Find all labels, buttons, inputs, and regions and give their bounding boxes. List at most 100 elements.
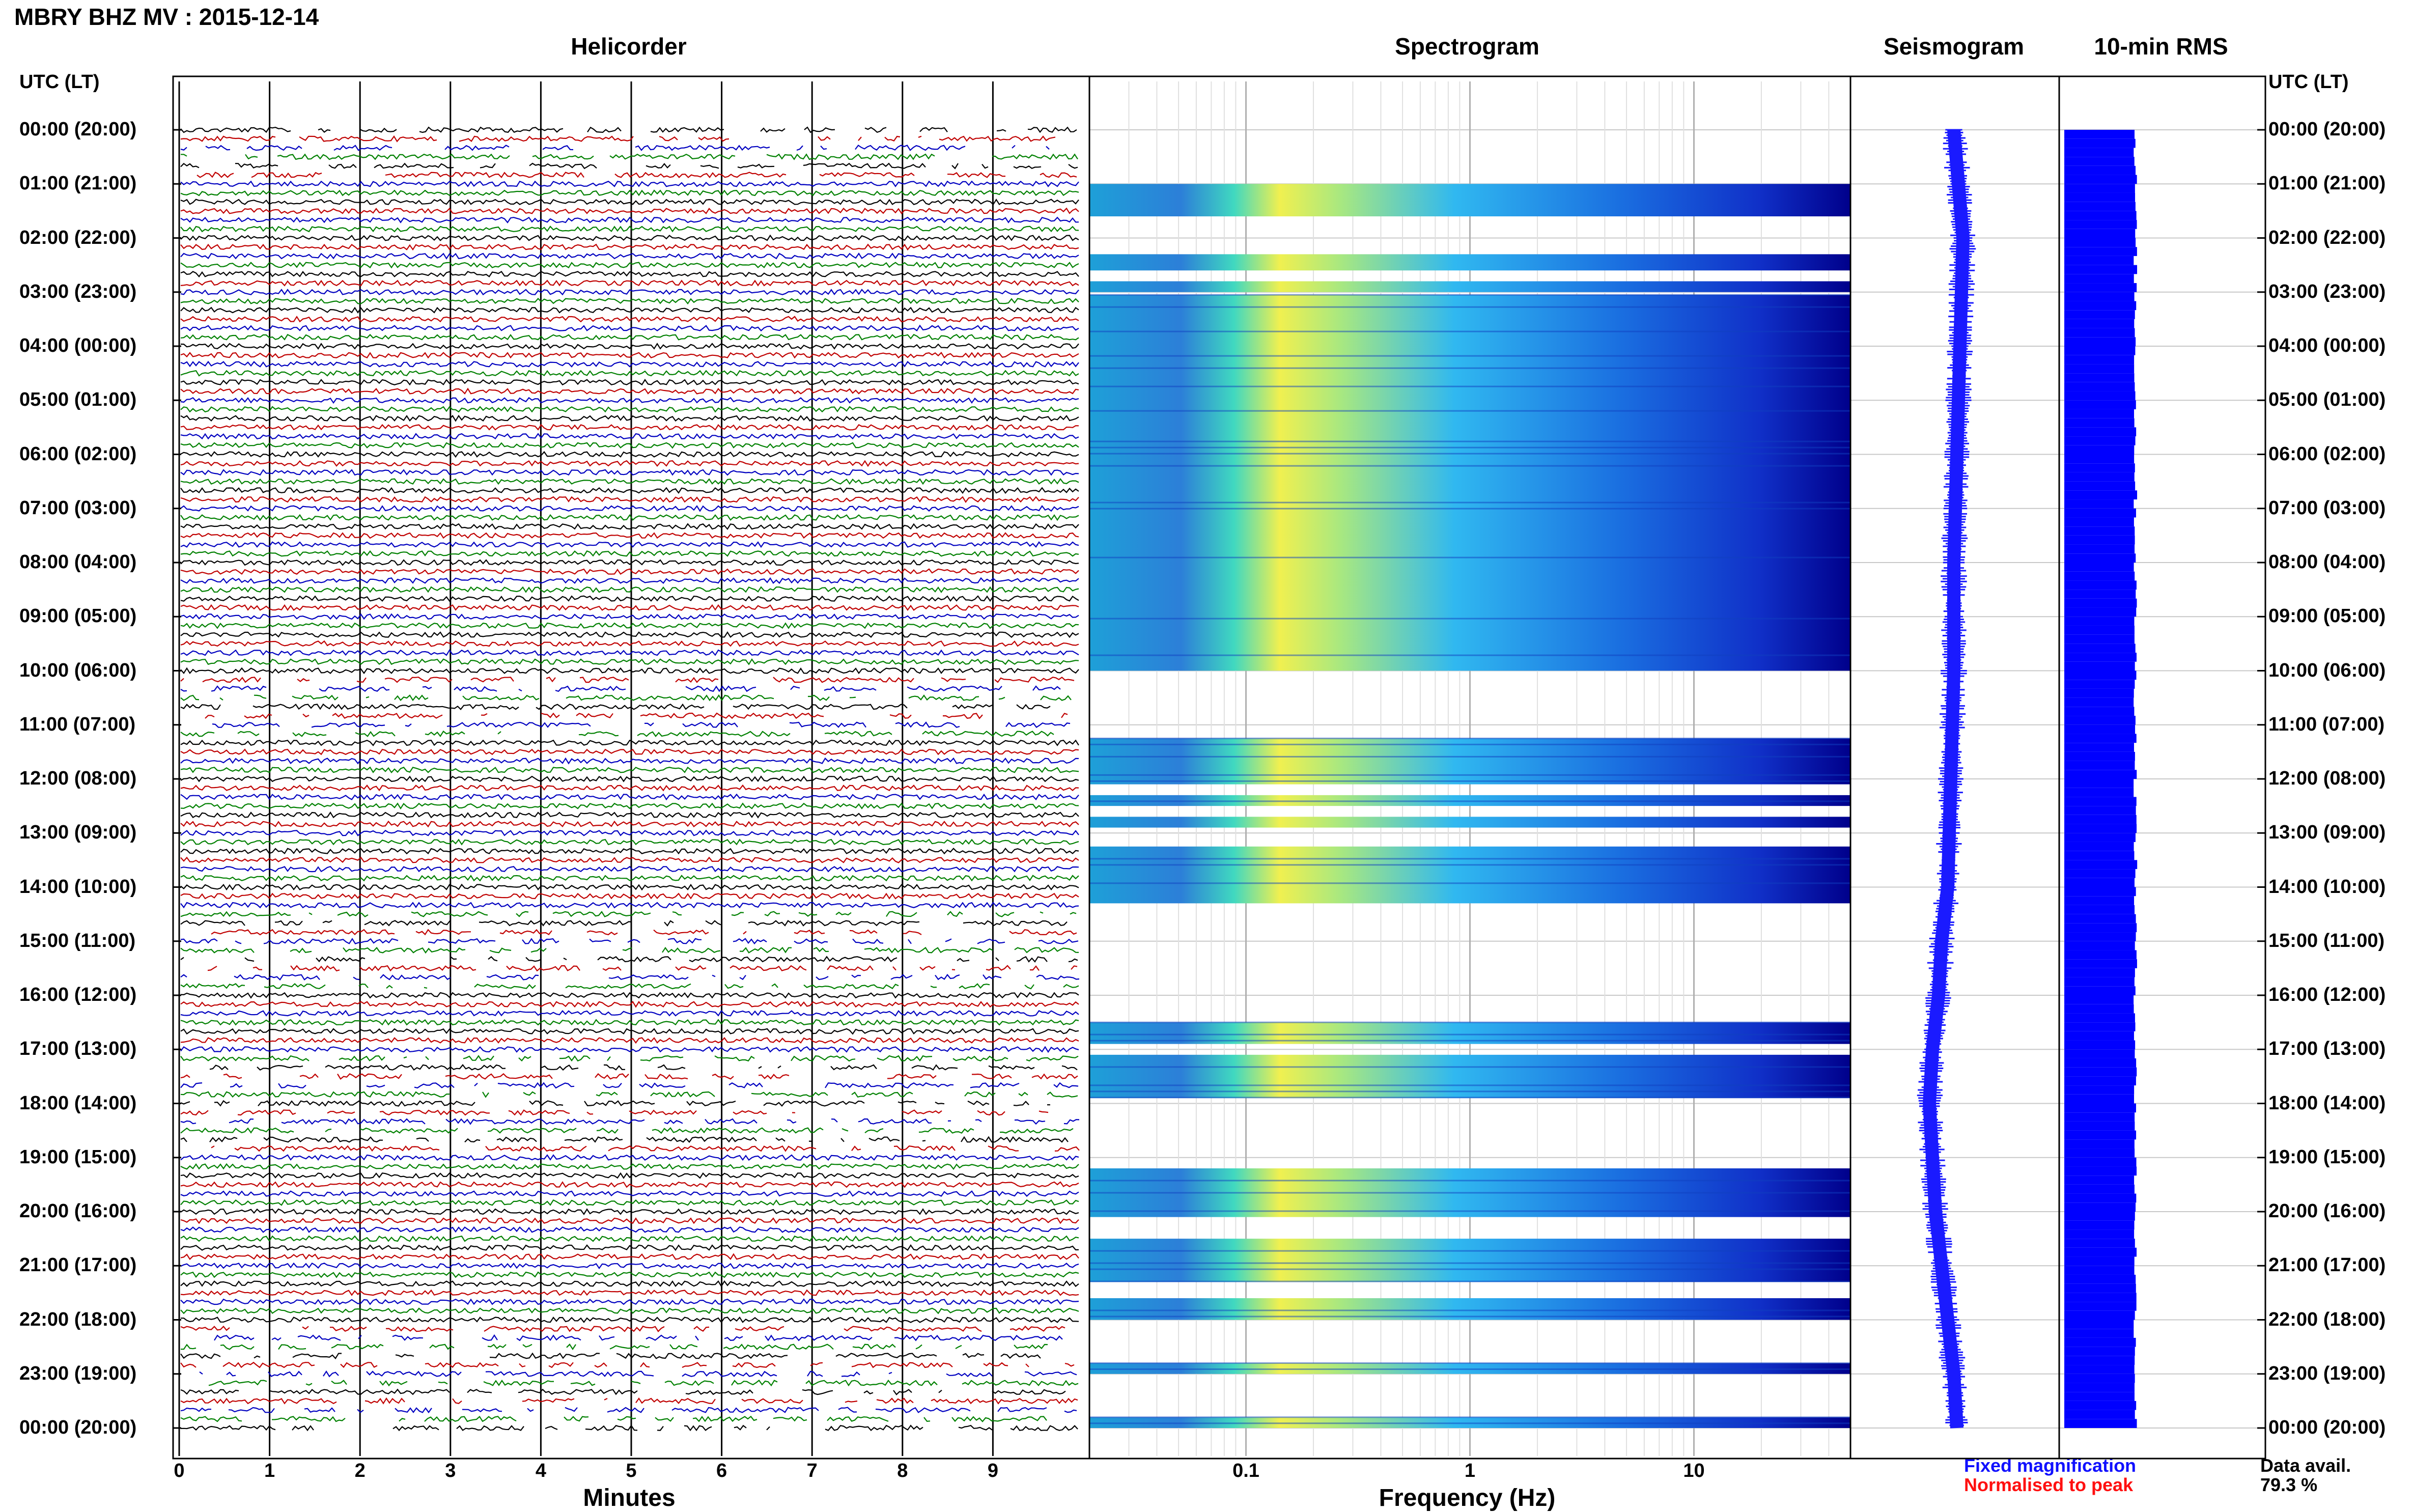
helicorder-trace — [180, 451, 1079, 458]
helicorder-trace — [180, 343, 1079, 350]
rms-bar — [2064, 914, 2136, 923]
helicorder-trace — [180, 180, 1079, 187]
data-avail-label: Data avail. — [2260, 1455, 2351, 1476]
time-label-right: 05:00 (01:00) — [2268, 389, 2386, 411]
time-label-right: 23:00 (19:00) — [2268, 1362, 2386, 1384]
rms-bar — [2064, 382, 2135, 391]
time-label-right: 08:00 (04:00) — [2268, 551, 2386, 573]
helicorder-trace — [180, 487, 1079, 494]
rms-bar — [2064, 292, 2135, 301]
helicorder-trace — [205, 712, 1068, 719]
helicorder-trace — [180, 1307, 1079, 1314]
time-label-left: 21:00 (17:00) — [19, 1254, 137, 1276]
rms-bar — [2064, 697, 2134, 707]
helicorder-trace — [180, 189, 1079, 197]
rms-bar — [2064, 1058, 2137, 1068]
rms-bar — [2064, 869, 2136, 878]
helicorder-trace — [180, 865, 1079, 873]
rms-bar — [2064, 130, 2135, 139]
time-label-left: 02:00 (22:00) — [19, 227, 137, 248]
rms-bar — [2064, 851, 2135, 860]
time-label-right: 13:00 (09:00) — [2268, 822, 2386, 844]
rms-bar — [2064, 1220, 2135, 1230]
helicorder-trace — [180, 199, 1079, 206]
panel-frame — [2058, 75, 2266, 1460]
helicorder-trace — [180, 875, 1079, 882]
helicorder-trace — [180, 379, 1079, 386]
spectrogram-band — [1089, 817, 1850, 828]
rms-bar — [2064, 1401, 2137, 1410]
helicorder-trace — [180, 1217, 1079, 1224]
rms-bar — [2064, 535, 2135, 545]
time-label-left: 13:00 (09:00) — [19, 822, 137, 844]
helicorder-trace — [180, 820, 1079, 828]
helicorder-trace — [180, 1055, 1079, 1062]
rms-bar — [2064, 238, 2136, 247]
rms-bar — [2064, 1320, 2134, 1329]
rms-bar — [2064, 724, 2136, 734]
rms-bar — [2064, 1374, 2135, 1383]
helicorder-trace — [180, 144, 1050, 151]
rms-bar — [2064, 138, 2136, 148]
rms-bar — [2064, 184, 2135, 193]
helicorder-trace — [180, 1037, 1079, 1044]
helicorder-trace — [180, 1325, 1065, 1332]
helicorder-trace — [180, 351, 1079, 359]
helicorder-trace — [180, 775, 1079, 782]
time-label-left: 22:00 (18:00) — [19, 1308, 137, 1330]
seismogram-trace — [1917, 129, 1976, 1429]
helicorder-trace — [180, 1019, 1079, 1026]
rms-bar — [2064, 553, 2136, 563]
helicorder-trace — [211, 929, 1077, 936]
rms-bar — [2064, 751, 2135, 761]
rms-bar — [2064, 256, 2134, 265]
rms-bar — [2064, 779, 2134, 788]
helicorder-trace — [180, 920, 1068, 927]
helicorder-trace — [180, 1208, 1079, 1215]
rms-bar — [2064, 1031, 2134, 1041]
rms-bar — [2064, 328, 2135, 338]
rms-bar — [2064, 1383, 2135, 1392]
helicorder-trace — [180, 883, 1079, 891]
helicorder-trace — [180, 1181, 1079, 1188]
rms-bar — [2064, 1347, 2135, 1356]
rms-bar — [2064, 202, 2136, 211]
rms-bar — [2064, 959, 2137, 968]
helicorder-trace — [180, 1226, 1079, 1234]
rms-bar — [2064, 1112, 2135, 1122]
time-label-left: 17:00 (13:00) — [19, 1038, 137, 1060]
rms-bar — [2064, 1049, 2135, 1058]
helicorder-trace — [180, 748, 1079, 755]
helicorder-trace — [180, 1244, 1079, 1251]
rms-bar — [2064, 409, 2135, 418]
rms-bar — [2064, 643, 2136, 653]
helicorder-trace — [180, 126, 1077, 133]
helicorder-title: Helicorder — [571, 33, 687, 60]
helicorder-trace — [180, 838, 1079, 846]
time-label-left: 19:00 (15:00) — [19, 1146, 137, 1168]
rms-bar — [2064, 1085, 2135, 1095]
time-label-right: 09:00 (05:00) — [2268, 605, 2386, 627]
helicorder-trace — [180, 703, 1051, 710]
rms-bar — [2064, 1419, 2137, 1428]
helicorder-trace — [180, 911, 1077, 917]
rms-bar — [2064, 607, 2137, 617]
helicorder-trace — [180, 1361, 1075, 1368]
helicorder-trace — [180, 216, 1079, 223]
helicorder-trace — [180, 1415, 1047, 1422]
helicorder-trace — [180, 505, 1079, 512]
time-label-right: 21:00 (17:00) — [2268, 1254, 2386, 1276]
helicorder-trace — [180, 1262, 1079, 1270]
time-label-right: 07:00 (03:00) — [2268, 497, 2386, 519]
rms-bar — [2064, 1139, 2135, 1149]
rms-bar — [2064, 526, 2135, 536]
rms-bar — [2064, 1040, 2136, 1050]
rms-bar — [2064, 1310, 2135, 1320]
helicorder-trace — [180, 586, 1079, 593]
helicorder-trace — [180, 460, 1079, 467]
helicorder-trace — [180, 1010, 1079, 1017]
helicorder-trace — [180, 1028, 1079, 1035]
rms-bar — [2064, 1283, 2136, 1293]
rms-bar — [2064, 301, 2137, 311]
spectrogram-bands — [1089, 184, 1850, 1428]
